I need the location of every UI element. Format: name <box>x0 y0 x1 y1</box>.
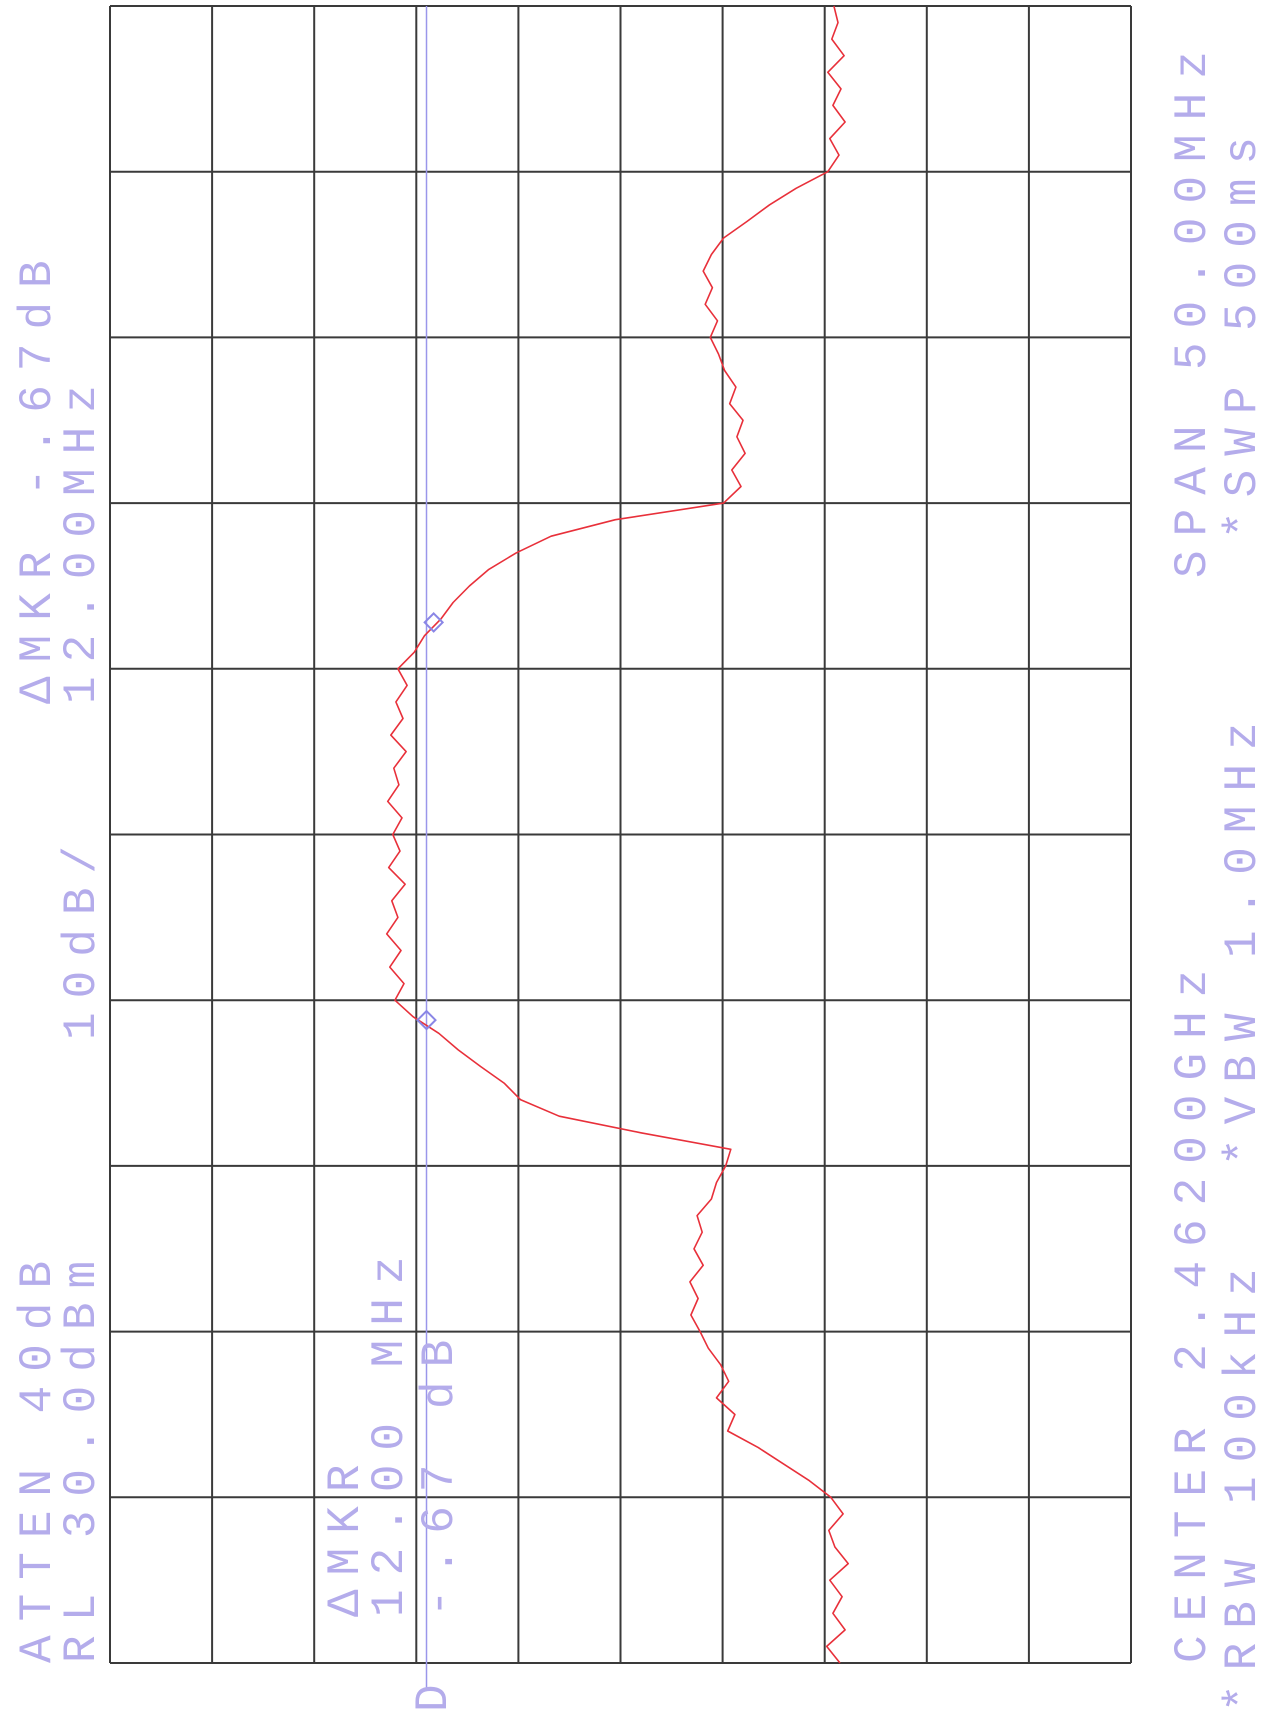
annotation: ΔMKR -.67dB <box>12 246 64 704</box>
annotation: *VBW 1.0MHz <box>1217 708 1268 1166</box>
annotation: -.67 dB <box>414 1326 466 1617</box>
annotation: D <box>408 1670 460 1712</box>
trace <box>385 5 850 1664</box>
marker <box>416 1009 437 1031</box>
annotation: SPAN 50.00MHz <box>1167 37 1219 578</box>
annotation: *SWP 500ms <box>1217 123 1268 539</box>
annotation: ΔMKR <box>320 1451 372 1617</box>
annotation: 12.00 MHz <box>364 1243 416 1617</box>
annotation: ATTEN 40dB <box>12 1247 64 1663</box>
annotation: 12.00MHz <box>56 371 108 704</box>
annotation: 10dB/ <box>56 832 108 1040</box>
annotation: CENTER 2.46200GHz <box>1167 956 1219 1663</box>
marker <box>423 611 445 633</box>
annotation: RL 30.0dBm <box>56 1247 108 1663</box>
annotation: *RBW 100kHz <box>1217 1254 1268 1712</box>
